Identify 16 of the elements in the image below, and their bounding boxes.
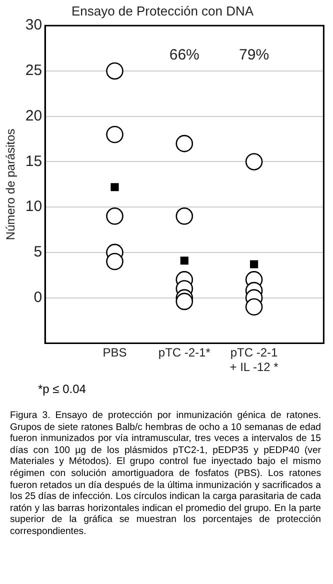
y-tick-label: 5 (34, 244, 42, 261)
x-tick-label: pTC -2-1 + IL -12 * (230, 346, 279, 374)
x-tick-label: PBS (102, 346, 127, 360)
text: Figura 3. Ensayo de protección por inmunización génica de ratones. Grupos de siete ratones Balb/c hembras de ocho a 10 semanas de edad fueron inmunizados por vía intramuscular, tres veces a intervalos de 15 días con 100 µg de los plásmidos pTC2-1, pEDP35 y pEDP40 (ver Materiales y Métodos). El grupo control fue inyectado bajo el mismo régimen con solución amortiguadora de fosfatos (PBS). Los ratones fueron retados un día después de la última inmunización y sacrificados a los 25 días de infección. Los círculos indican la carga parasitaria de cada ratón y las barras horizontales indican el promedio del grupo. En la parte superior de la gráfica se muestran los porcentajes de protección correspondientes. (10, 410, 321, 537)
y-tick-label: 0 (34, 288, 42, 306)
y-axis-title: Número de parásitos (4, 128, 18, 240)
chart-title: Ensayo de Protección con DNA (71, 3, 254, 18)
y-tick-label: 10 (25, 198, 42, 216)
annotation: 66% (169, 46, 200, 64)
y-tick-label: 25 (25, 62, 42, 80)
y-tick-label: 15 (25, 152, 42, 170)
y-tick-label: 20 (25, 107, 42, 124)
text: *p ≤ 0.04 (38, 382, 87, 396)
annotation: 79% (239, 46, 270, 64)
y-tick-label: 30 (25, 16, 42, 34)
x-tick-label: pTC -2-1* (158, 346, 211, 360)
